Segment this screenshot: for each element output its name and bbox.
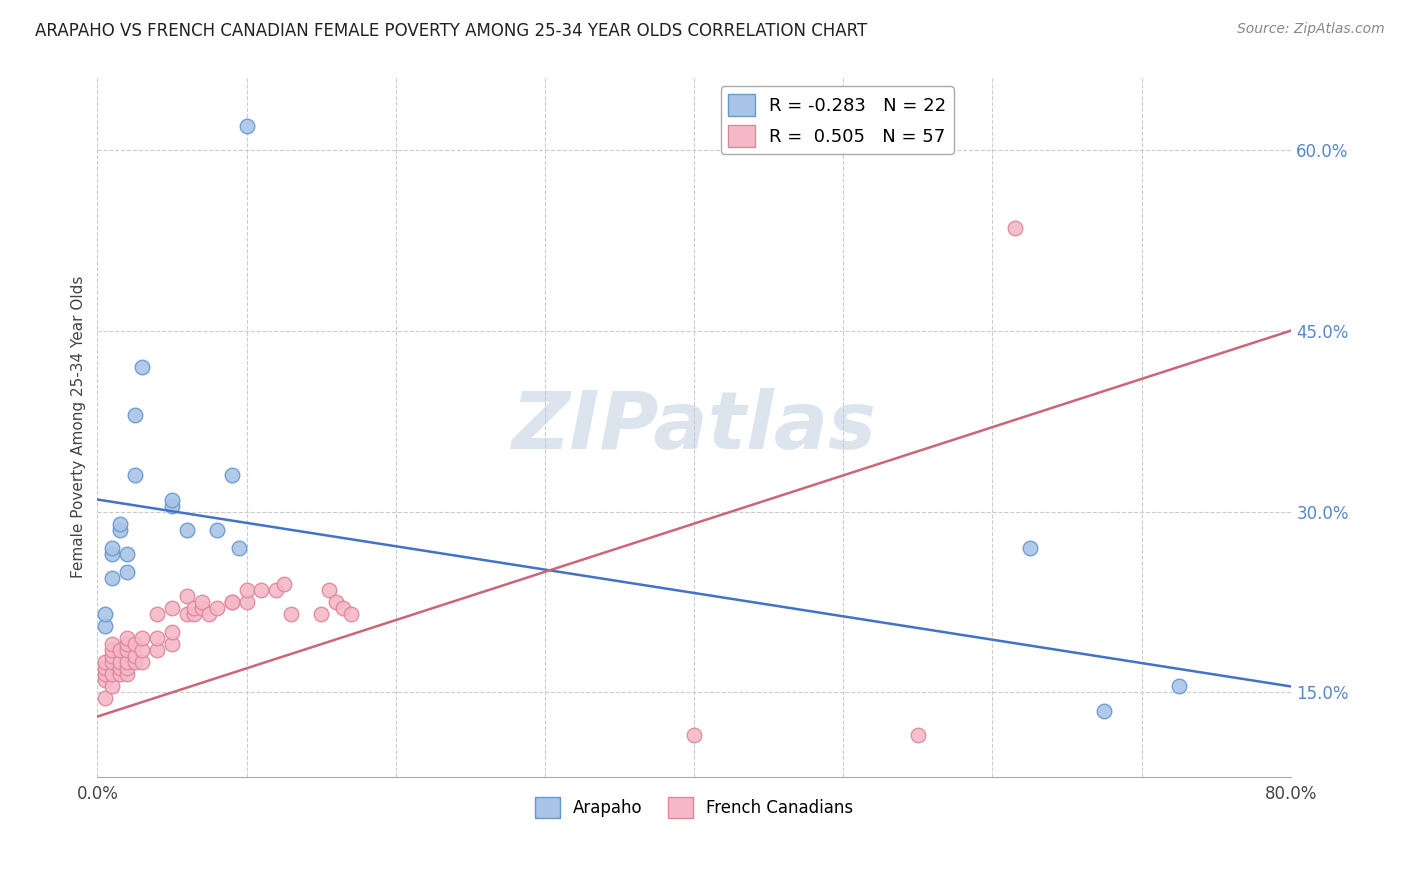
Point	[131, 631, 153, 645]
Point	[101, 680, 124, 694]
Point	[108, 516, 131, 531]
Point	[280, 607, 302, 621]
Point	[160, 637, 183, 651]
Point	[683, 728, 706, 742]
Point	[146, 643, 169, 657]
Point	[235, 582, 257, 597]
Point	[124, 637, 146, 651]
Point	[115, 655, 138, 669]
Point	[115, 667, 138, 681]
Point	[146, 631, 169, 645]
Point	[94, 673, 117, 688]
Point	[1004, 221, 1026, 235]
Point	[131, 655, 153, 669]
Point	[131, 359, 153, 374]
Point	[108, 523, 131, 537]
Point	[115, 661, 138, 675]
Point	[101, 541, 124, 555]
Text: ARAPAHO VS FRENCH CANADIAN FEMALE POVERTY AMONG 25-34 YEAR OLDS CORRELATION CHAR: ARAPAHO VS FRENCH CANADIAN FEMALE POVERT…	[35, 22, 868, 40]
Point	[273, 577, 295, 591]
Point	[124, 655, 146, 669]
Point	[205, 523, 228, 537]
Point	[94, 691, 117, 706]
Point	[101, 547, 124, 561]
Point	[183, 607, 205, 621]
Point	[221, 595, 243, 609]
Text: Source: ZipAtlas.com: Source: ZipAtlas.com	[1237, 22, 1385, 37]
Point	[108, 661, 131, 675]
Point	[124, 649, 146, 664]
Point	[101, 667, 124, 681]
Point	[325, 595, 347, 609]
Point	[160, 492, 183, 507]
Text: ZIPatlas: ZIPatlas	[512, 388, 876, 467]
Point	[250, 582, 273, 597]
Point	[176, 607, 198, 621]
Point	[101, 571, 124, 585]
Point	[94, 661, 117, 675]
Legend: Arapaho, French Canadians: Arapaho, French Canadians	[529, 791, 860, 824]
Point	[160, 499, 183, 513]
Point	[1018, 541, 1040, 555]
Point	[228, 541, 250, 555]
Point	[340, 607, 363, 621]
Point	[176, 523, 198, 537]
Point	[1092, 704, 1115, 718]
Point	[124, 408, 146, 422]
Point	[266, 582, 288, 597]
Point	[309, 607, 332, 621]
Point	[115, 565, 138, 579]
Point	[101, 643, 124, 657]
Point	[176, 589, 198, 603]
Point	[198, 607, 221, 621]
Point	[94, 619, 117, 633]
Y-axis label: Female Poverty Among 25-34 Year Olds: Female Poverty Among 25-34 Year Olds	[72, 276, 86, 578]
Point	[318, 582, 340, 597]
Point	[124, 468, 146, 483]
Point	[235, 595, 257, 609]
Point	[101, 649, 124, 664]
Point	[115, 631, 138, 645]
Point	[191, 595, 214, 609]
Point	[191, 601, 214, 615]
Point	[108, 655, 131, 669]
Point	[94, 607, 117, 621]
Point	[101, 637, 124, 651]
Point	[94, 655, 117, 669]
Point	[115, 643, 138, 657]
Point	[1167, 680, 1189, 694]
Point	[907, 728, 929, 742]
Point	[108, 643, 131, 657]
Point	[108, 667, 131, 681]
Point	[205, 601, 228, 615]
Point	[221, 595, 243, 609]
Point	[160, 601, 183, 615]
Point	[115, 637, 138, 651]
Point	[221, 468, 243, 483]
Point	[160, 625, 183, 640]
Point	[146, 607, 169, 621]
Point	[131, 643, 153, 657]
Point	[115, 547, 138, 561]
Point	[235, 119, 257, 133]
Point	[332, 601, 354, 615]
Point	[101, 655, 124, 669]
Point	[183, 601, 205, 615]
Point	[94, 667, 117, 681]
